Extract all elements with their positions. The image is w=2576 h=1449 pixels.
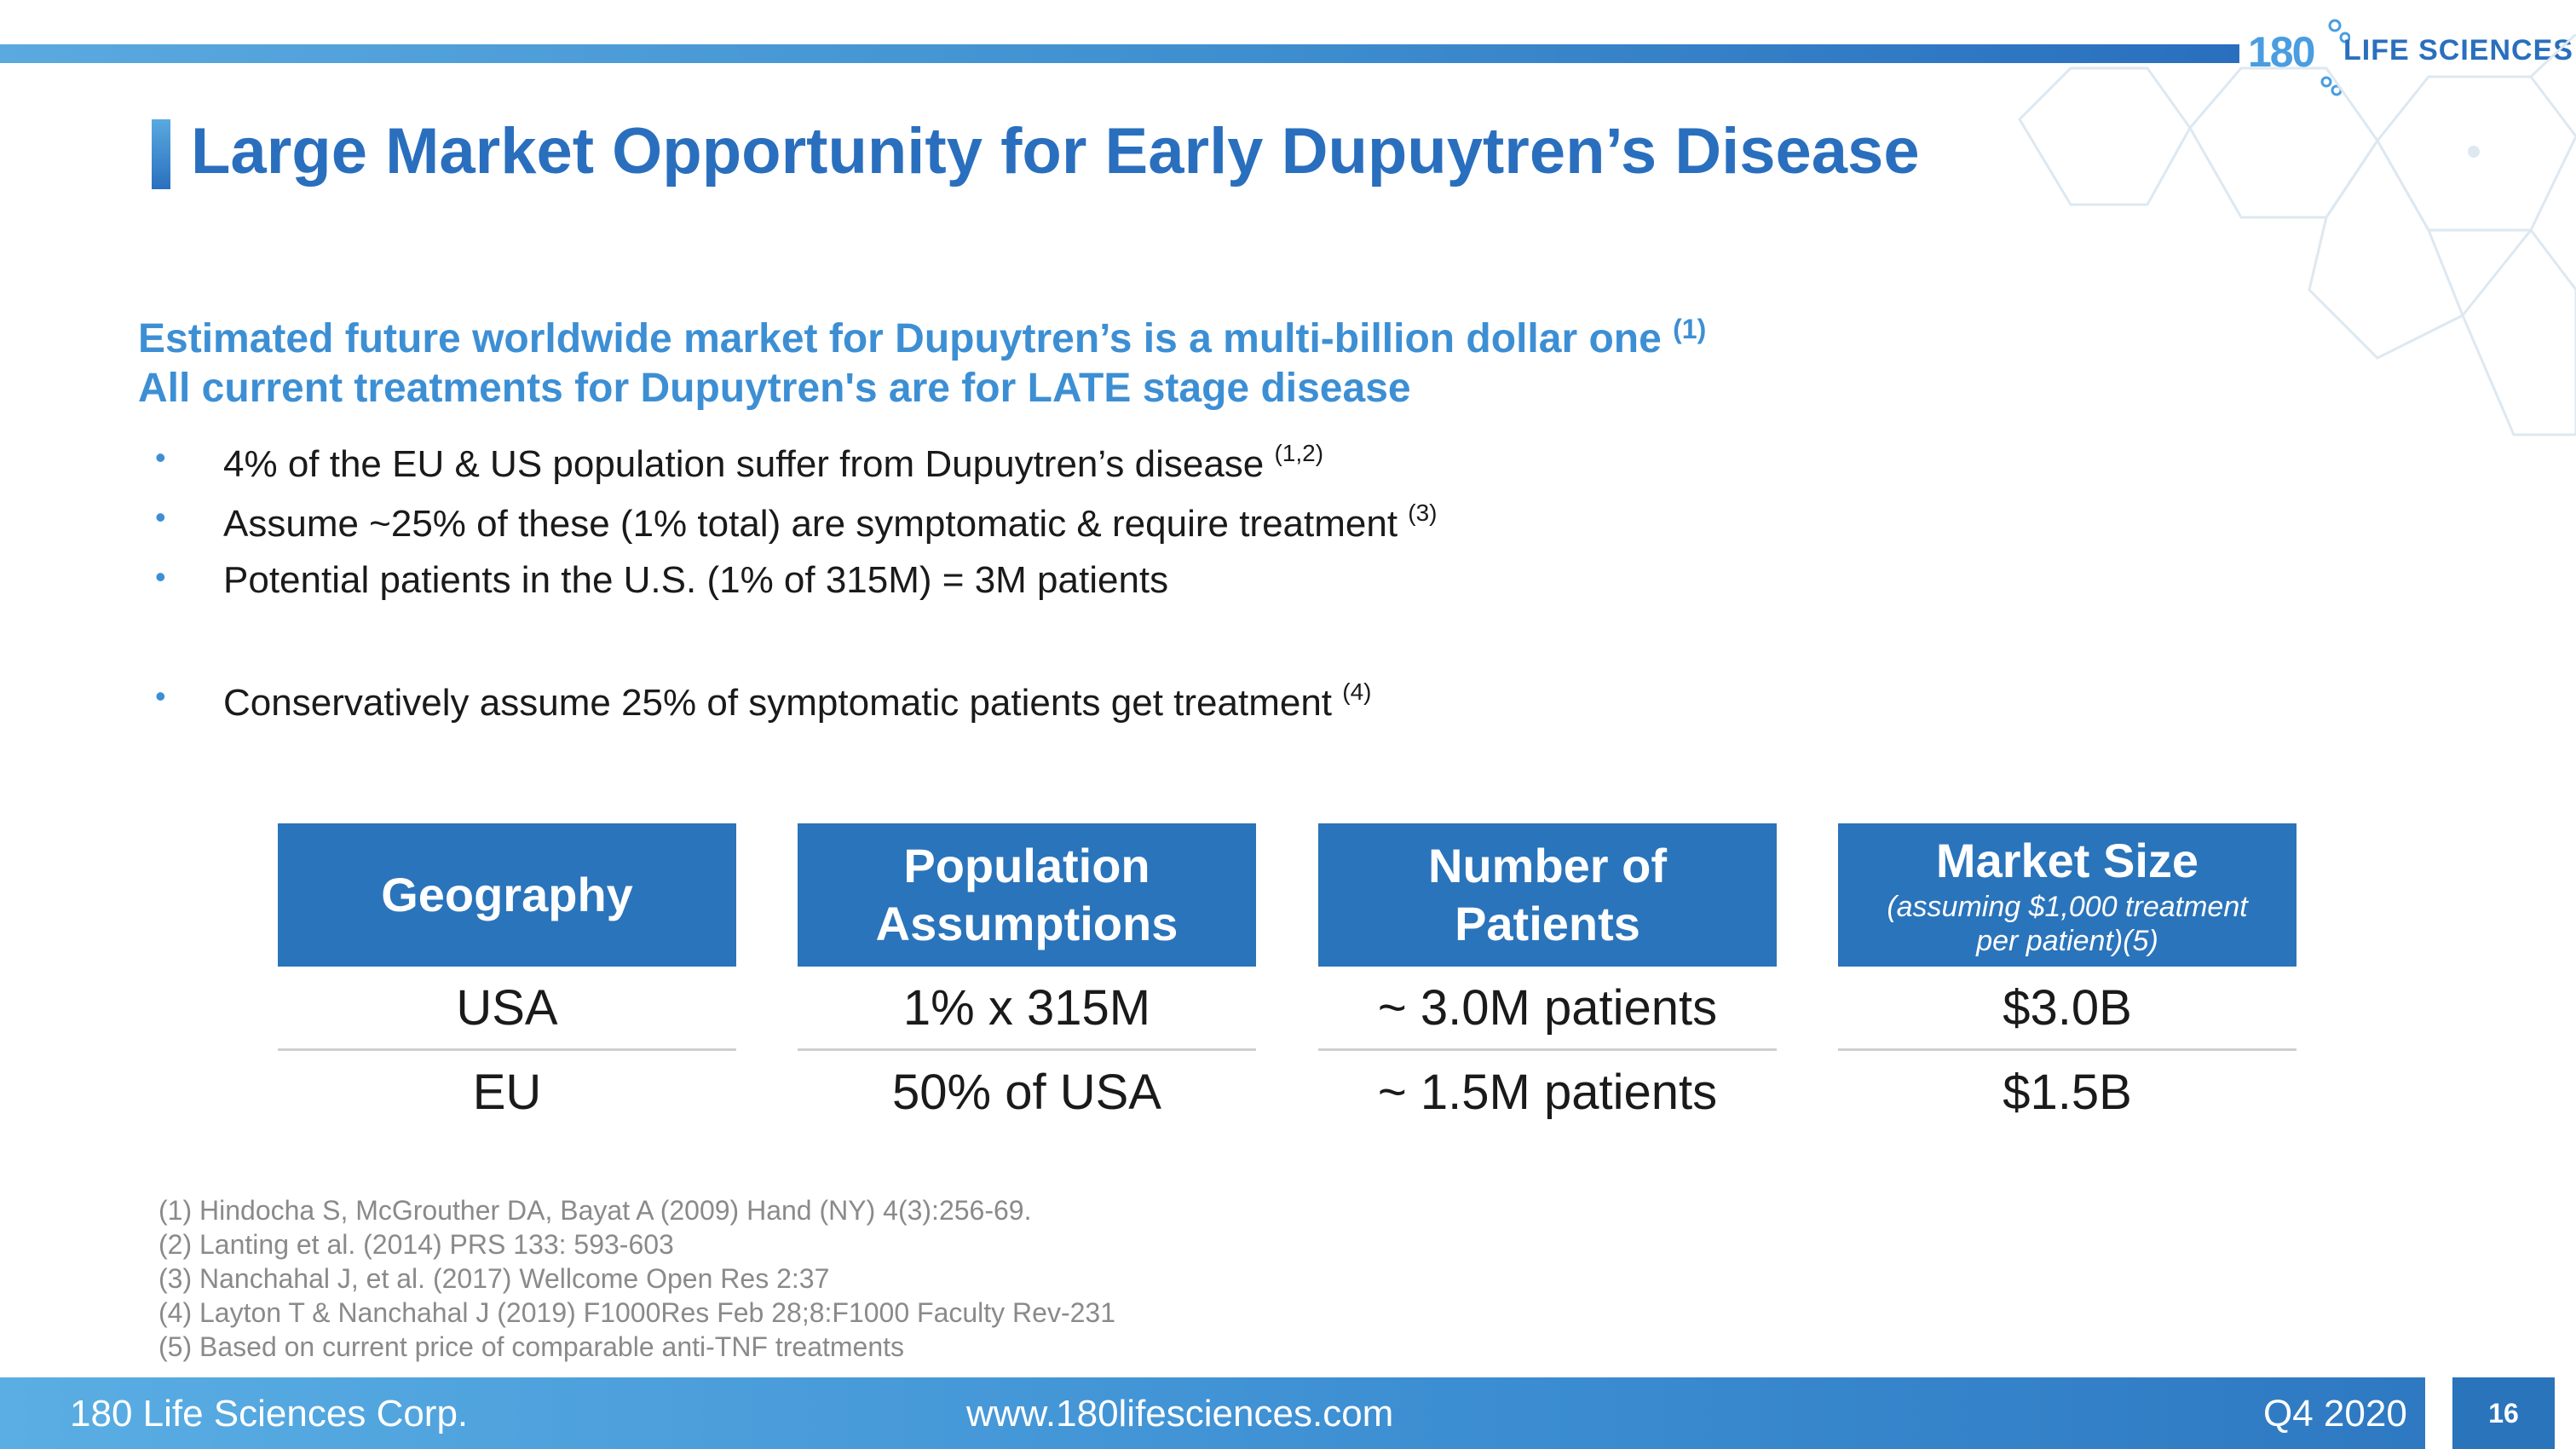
table-column-market-size: Market Size (assuming $1,000 treatment p… (1838, 823, 2297, 1133)
reference-item: (4) Layton T & Nanchahal J (2019) F1000R… (158, 1297, 1115, 1328)
reference-item: (2) Lanting et al. (2014) PRS 133: 593-6… (158, 1229, 674, 1260)
table-cell: 50% of USA (892, 1064, 1161, 1120)
table-header-sublabel: (assuming $1,000 treatment per patient)(… (1887, 891, 2248, 957)
row-divider (798, 1048, 1256, 1051)
top-accent-bar (0, 44, 2239, 63)
company-logo: 180 LIFE SCIENCES (2239, 15, 2573, 101)
table-cell: $1.5B (2003, 1064, 2132, 1120)
subhead-market: Estimated future worldwide market for Du… (138, 314, 1706, 362)
footer-period: Q4 2020 (2263, 1393, 2407, 1435)
table-cell: EU (472, 1064, 542, 1120)
table-header-label: Number of Patients (1428, 839, 1667, 950)
table-cell: ~ 1.5M patients (1377, 1064, 1718, 1120)
table-cell: $3.0B (2003, 979, 2132, 1036)
table-header-label: Geography (381, 868, 633, 921)
bullet-ref: (1,2) (1274, 440, 1324, 466)
table-header-label: Market Size (1935, 834, 2199, 887)
footer-company: 180 Life Sciences Corp. (70, 1393, 469, 1435)
row-divider (278, 1048, 736, 1051)
hexagon-decoration (2018, 34, 2576, 436)
table-header-label: Population Assumptions (875, 839, 1179, 950)
logo-text: LIFE SCIENCES (2343, 34, 2573, 66)
bullet-icon: • (155, 559, 166, 594)
table-column-population: Population Assumptions 1% x 315M 50% of … (798, 823, 1256, 1133)
table-header: Number of Patients (1318, 823, 1777, 967)
table-cell: USA (456, 979, 558, 1036)
bullet-ref: (3) (1408, 499, 1438, 526)
bullet-text: Conservatively assume 25% of symptomatic… (223, 682, 1343, 724)
title-accent-bar (152, 119, 170, 189)
table-cell: 1% x 315M (902, 979, 1151, 1036)
footer-bar (0, 1377, 2425, 1449)
bullet-ref: (4) (1342, 678, 1372, 705)
reference-item: (3) Nanchahal J, et al. (2017) Wellcome … (158, 1263, 830, 1294)
row-divider (1838, 1048, 2297, 1051)
row-divider (1318, 1048, 1777, 1051)
table-column-geography: Geography USA EU (278, 823, 736, 1133)
subhead-market-ref: (1) (1673, 314, 1707, 344)
table-header: Geography (278, 823, 736, 967)
bullet-icon: • (155, 440, 166, 475)
footer-website: www.180lifesciences.com (966, 1393, 1394, 1435)
subhead-treatments: All current treatments for Dupuytren's a… (138, 365, 1411, 412)
table-column-patients: Number of Patients ~ 3.0M patients ~ 1.5… (1318, 823, 1777, 1133)
table-header: Population Assumptions (798, 823, 1256, 967)
bullet-text: Potential patients in the U.S. (1% of 31… (223, 559, 1169, 601)
subhead-market-text: Estimated future worldwide market for Du… (138, 316, 1674, 361)
bullet-text: Assume ~25% of these (1% total) are symp… (223, 503, 1409, 545)
table-header: Market Size (assuming $1,000 treatment p… (1838, 823, 2297, 967)
page-number: 16 (2452, 1377, 2555, 1449)
reference-item: (5) Based on current price of comparable… (158, 1331, 905, 1362)
table-cell: ~ 3.0M patients (1377, 979, 1718, 1036)
subhead-treatments-text: All current treatments for Dupuytren's a… (138, 366, 1411, 411)
reference-item: (1) Hindocha S, McGrouther DA, Bayat A (… (158, 1195, 1032, 1226)
bullet-icon: • (155, 678, 166, 713)
logo-bubbles-icon (2320, 19, 2350, 96)
references-list: (1) Hindocha S, McGrouther DA, Bayat A (… (158, 1193, 1115, 1364)
page-title: Large Market Opportunity for Early Dupuy… (191, 115, 1920, 188)
bullet-icon: • (155, 499, 166, 534)
bullet-text: 4% of the EU & US population suffer from… (223, 443, 1275, 485)
